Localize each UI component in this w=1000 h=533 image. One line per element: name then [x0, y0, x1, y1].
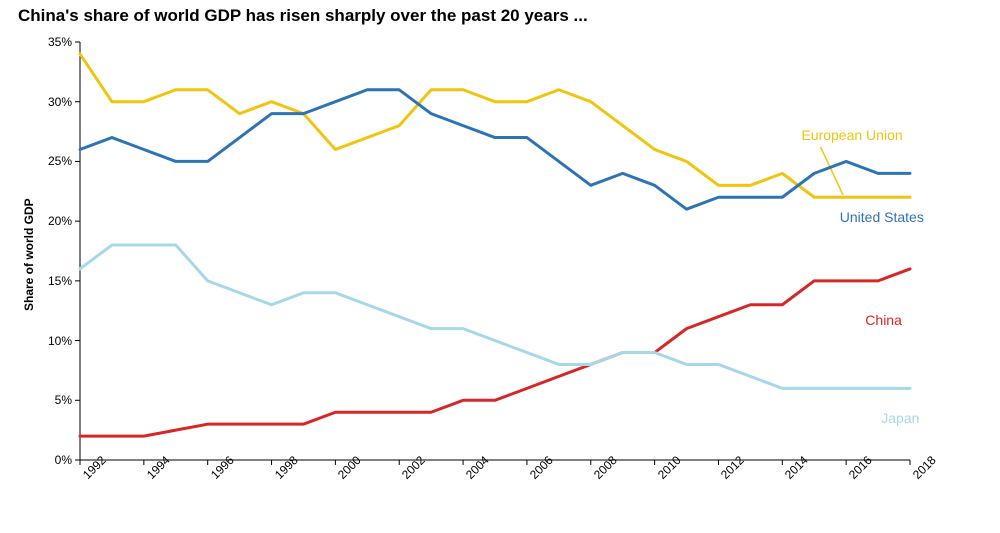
y-tick-label: 20% — [48, 214, 72, 228]
series-label: China — [865, 312, 902, 328]
series-line — [80, 245, 910, 388]
series-label: Japan — [881, 410, 919, 426]
series-label: European Union — [801, 127, 902, 143]
y-tick-label: 5% — [55, 393, 72, 407]
y-tick-label: 35% — [48, 35, 72, 49]
y-tick-label: 15% — [48, 274, 72, 288]
y-tick-label: 25% — [48, 154, 72, 168]
line-chart — [0, 0, 1000, 533]
y-tick-label: 30% — [48, 95, 72, 109]
series-label: United States — [840, 209, 924, 225]
series-line — [80, 54, 910, 197]
y-tick-label: 10% — [48, 334, 72, 348]
series-line — [80, 269, 910, 436]
y-tick-label: 0% — [55, 453, 72, 467]
series-line — [80, 90, 910, 209]
